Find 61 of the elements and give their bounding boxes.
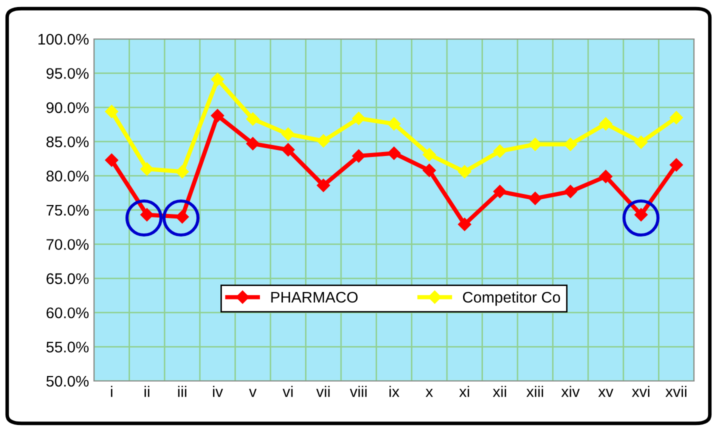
point (387, 146, 401, 160)
point (246, 137, 260, 150)
point (387, 117, 401, 130)
x-tick-label: xii (492, 386, 506, 397)
x-tick-label: xvii (665, 386, 686, 397)
x-tick-label: i (110, 386, 112, 397)
point (210, 109, 224, 122)
x-tick-label: vi (282, 386, 293, 397)
point (352, 112, 366, 125)
point (458, 165, 472, 178)
point (634, 136, 648, 149)
x-tick-label: xv (598, 388, 614, 397)
point (564, 184, 578, 198)
point (422, 164, 436, 177)
y-tick-label: 90.0% (46, 102, 89, 114)
x-tick-label: v (249, 388, 257, 397)
x-tick-label: x (426, 388, 433, 397)
point (140, 162, 154, 176)
y-tick-label: 85.0% (46, 136, 89, 148)
point (105, 104, 118, 118)
point (599, 117, 612, 130)
point (458, 218, 472, 231)
x-tick-label: iii (178, 386, 186, 397)
point (670, 158, 683, 172)
x-tick-label: xiv (561, 386, 580, 397)
y-tick-label: 55.0% (46, 342, 89, 352)
point (670, 111, 683, 124)
point (316, 134, 330, 148)
point (352, 149, 366, 163)
point (176, 165, 189, 178)
point (246, 112, 260, 126)
point (528, 192, 542, 205)
x-tick-label: xvi (632, 386, 650, 397)
y-tick-label: 80.0% (46, 170, 89, 182)
legend-label: PHARMACO (271, 292, 358, 303)
y-tick-label: 70.0% (46, 239, 89, 250)
x-tick-label: ii (144, 386, 150, 397)
y-tick-label: 50.0% (46, 376, 89, 387)
x-tick-label: xiii (526, 386, 544, 397)
point (282, 143, 295, 156)
y-tick-label: 95.0% (46, 68, 89, 79)
y-tick-label: 60.0% (46, 307, 89, 318)
point (599, 170, 612, 184)
point (422, 148, 436, 162)
legend-label: Competitor Co (463, 291, 560, 306)
y-tick-label: 100.0% (38, 34, 89, 45)
point (210, 72, 224, 86)
x-tick-label: iv (213, 386, 223, 397)
point (493, 184, 506, 198)
point (564, 138, 578, 151)
x-tick-label: xi (459, 386, 470, 397)
point (493, 144, 506, 158)
point (316, 178, 330, 192)
x-tick-label: ix (390, 386, 400, 397)
x-tick-label: vii (316, 386, 330, 397)
y-tick-label: 65.0% (46, 273, 89, 284)
y-tick-label: 75.0% (46, 204, 89, 216)
point (282, 127, 295, 141)
point (528, 138, 542, 151)
point (105, 153, 118, 167)
x-tick-label: viii (350, 386, 367, 397)
